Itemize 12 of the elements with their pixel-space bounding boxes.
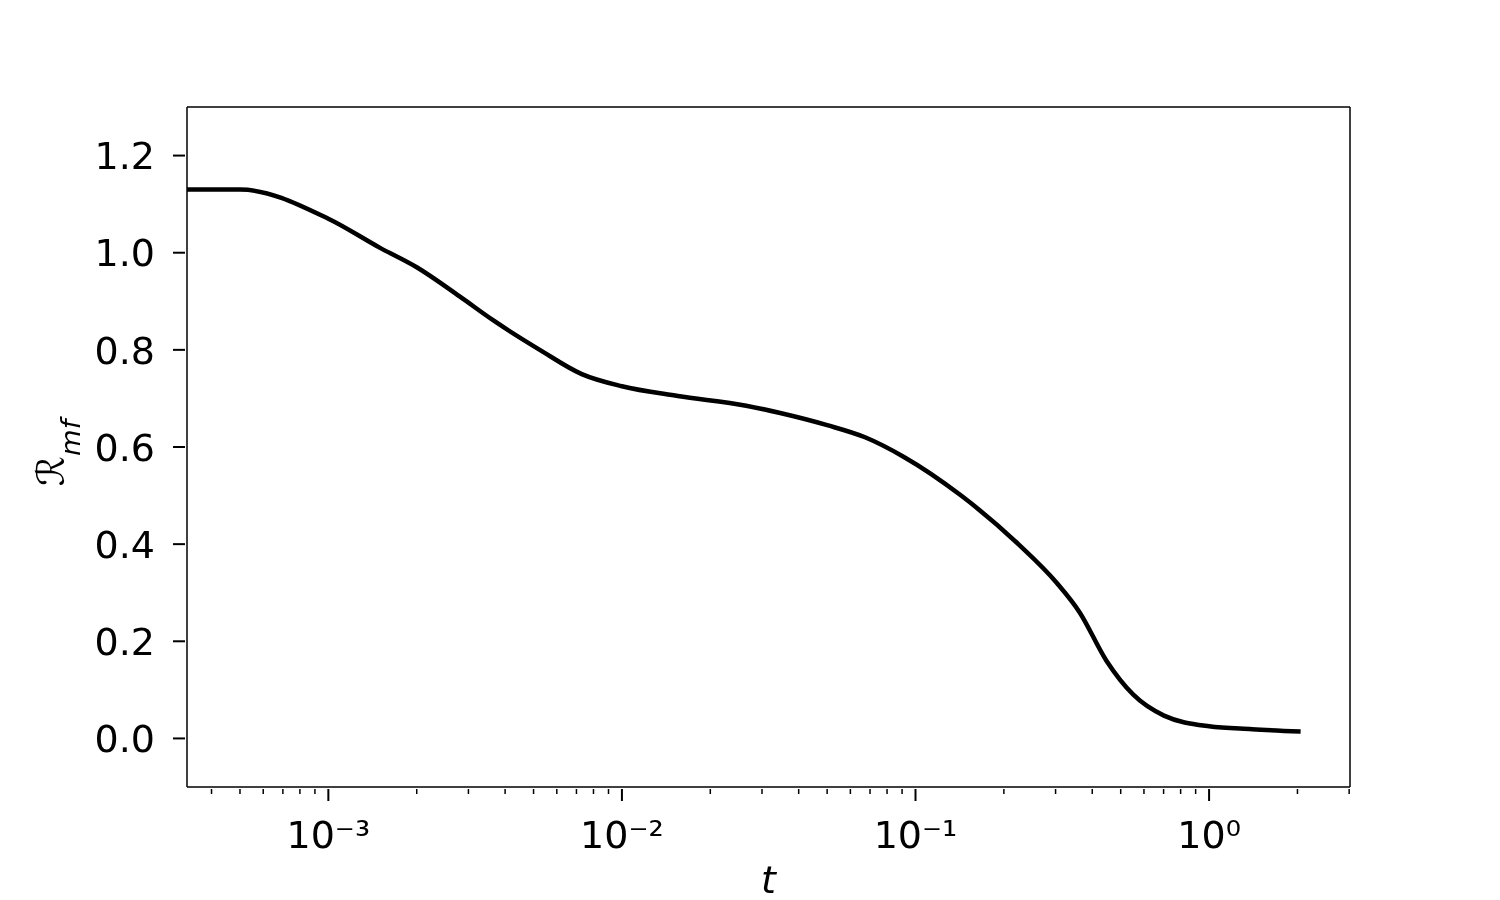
x-tick-label: 10⁻¹ bbox=[873, 813, 958, 857]
y-tick-label: 0.4 bbox=[94, 522, 155, 567]
y-tick-label: 0.0 bbox=[94, 717, 155, 762]
x-tick-label: 10⁰ bbox=[1177, 813, 1241, 857]
y-tick-label: 0.2 bbox=[94, 619, 155, 664]
x-tick-label: 10⁻³ bbox=[286, 813, 371, 857]
x-tick-label: 10⁻² bbox=[580, 813, 664, 857]
y-tick-label: 1.0 bbox=[94, 231, 155, 276]
y-tick-label: 0.6 bbox=[94, 425, 155, 470]
y-tick-label: 0.8 bbox=[94, 328, 155, 373]
x-axis-title: t bbox=[761, 858, 779, 900]
y-tick-label: 1.2 bbox=[94, 134, 155, 179]
